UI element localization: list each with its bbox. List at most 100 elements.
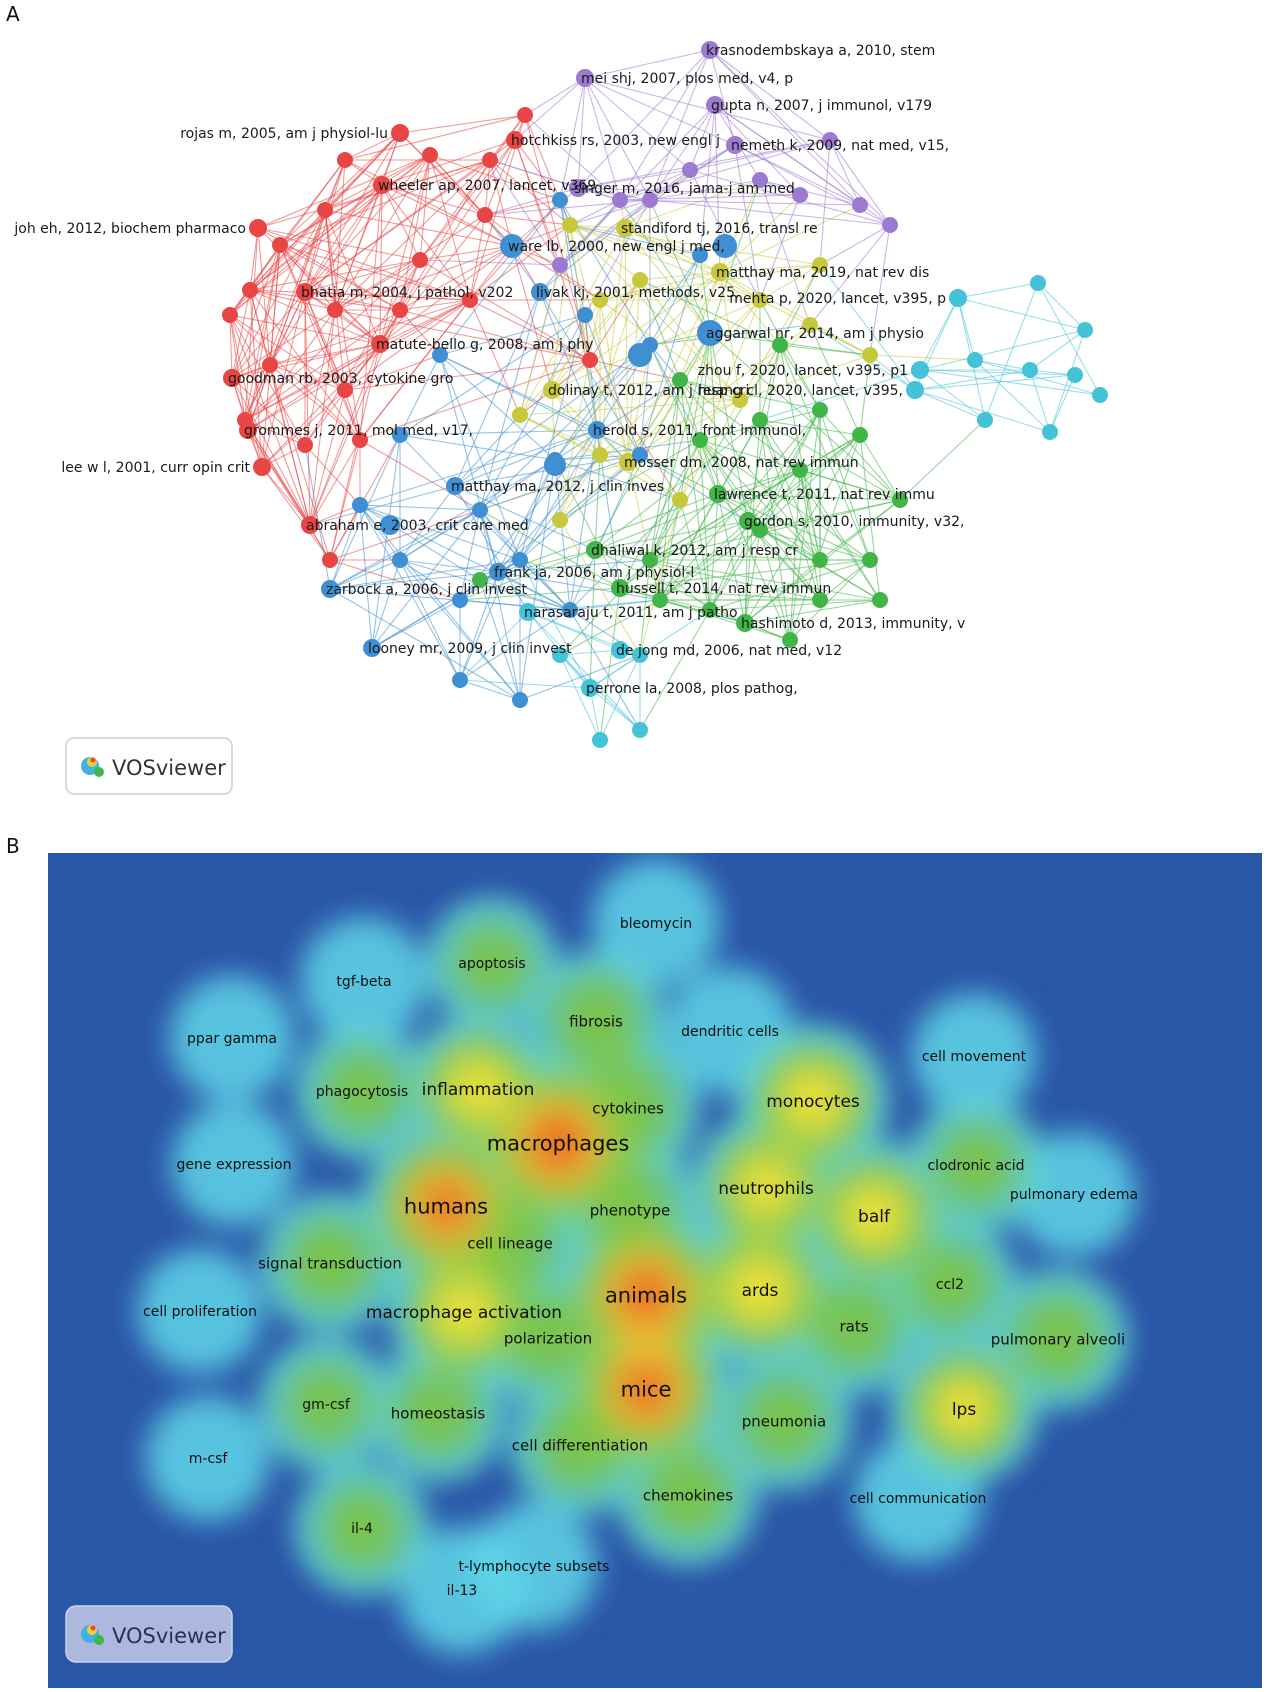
network-edge <box>984 282 1039 421</box>
density-term-label: neutrophils <box>718 1179 814 1199</box>
network-edge <box>257 227 271 366</box>
network-node <box>223 369 241 387</box>
density-halo <box>911 993 1037 1119</box>
network-edge <box>789 469 801 641</box>
network-edge <box>514 139 591 361</box>
network-node <box>862 347 878 363</box>
network-edge <box>914 374 1076 391</box>
network-edge <box>261 466 311 526</box>
network-node <box>477 207 493 223</box>
network-edge <box>599 227 626 456</box>
network-edge <box>719 204 861 273</box>
network-edge <box>1029 369 1051 433</box>
network-edge <box>359 359 591 441</box>
network-edge <box>619 49 711 201</box>
network-edge <box>594 454 601 551</box>
network-node <box>732 392 748 408</box>
network-node <box>782 632 798 648</box>
network-edge <box>699 104 716 256</box>
density-peak-blob <box>425 1185 467 1227</box>
density-term-label: signal transduction <box>258 1254 402 1272</box>
density-term-label: cell proliferation <box>143 1304 257 1320</box>
density-term-label: macrophage activation <box>366 1303 562 1323</box>
density-term-label: cell lineage <box>467 1234 553 1252</box>
network-edge <box>734 144 861 206</box>
network-edge <box>279 244 471 301</box>
network-node <box>327 302 343 318</box>
network-edge <box>759 419 821 601</box>
network-node <box>462 292 478 308</box>
network-node <box>949 289 967 307</box>
network-edge <box>639 609 711 731</box>
network-edge <box>559 559 651 656</box>
network-node-label: looney mr, 2009, j clin invest <box>368 641 572 657</box>
network-edge <box>714 104 801 196</box>
network-node-label: matthay ma, 2012, j clin inves <box>451 479 664 495</box>
density-halo <box>854 1434 982 1562</box>
network-edge <box>577 169 691 189</box>
network-edge <box>709 49 891 226</box>
network-edge <box>789 434 861 641</box>
network-edge <box>1037 282 1101 396</box>
network-edge <box>559 299 601 521</box>
network-node <box>892 492 908 508</box>
network-edge <box>679 299 761 501</box>
network-node <box>552 257 568 273</box>
network-edge <box>554 459 621 589</box>
network-node <box>642 552 658 568</box>
network-edge <box>371 559 401 649</box>
network-edge <box>819 264 916 391</box>
network-edge <box>639 279 741 401</box>
network-edge <box>584 77 691 171</box>
network-edge <box>569 224 741 401</box>
network-edge <box>699 439 791 641</box>
network-edge <box>789 559 871 641</box>
network-edge <box>779 264 821 346</box>
network-edge <box>419 245 513 261</box>
network-edge <box>649 379 681 561</box>
density-term-label: mice <box>621 1377 672 1401</box>
network-node <box>977 412 993 428</box>
density-high-blob <box>729 1151 803 1225</box>
network-edge <box>659 599 791 641</box>
network-node <box>552 512 568 528</box>
network-node-label: gordon s, 2010, immunity, v32, <box>744 514 965 530</box>
network-edge <box>569 224 701 256</box>
network-edge <box>599 399 741 456</box>
network-edge <box>759 529 821 561</box>
network-edge <box>577 139 831 189</box>
density-term-label: cell communication <box>850 1491 987 1507</box>
network-node <box>592 292 608 308</box>
network-edge <box>577 77 586 189</box>
density-mid-blob <box>1012 1293 1104 1385</box>
network-edge <box>329 439 361 561</box>
network-edge <box>249 289 336 311</box>
network-nodes <box>222 41 1108 748</box>
network-edge <box>957 282 1039 299</box>
network-edge <box>399 559 461 681</box>
network-node <box>822 132 838 148</box>
network-edge <box>594 549 821 561</box>
network-edge <box>759 434 861 531</box>
network-edge <box>974 359 1051 433</box>
network-node <box>472 502 488 518</box>
network-edge <box>484 214 601 301</box>
network-node <box>632 722 648 738</box>
network-edge <box>229 314 361 441</box>
network-node <box>446 477 464 495</box>
density-halo <box>398 1526 526 1654</box>
network-edge <box>359 504 481 511</box>
network-node-label: standiford tj, 2016, transl re <box>621 221 818 237</box>
network-node <box>517 107 533 123</box>
network-edge <box>371 599 461 649</box>
network-edge <box>554 379 681 461</box>
network-node <box>672 492 688 508</box>
network-node-label: frank ja, 2006, am j physiol-l <box>494 565 694 581</box>
network-edge <box>599 299 741 401</box>
density-mid-blob <box>284 1217 376 1309</box>
network-node <box>432 347 448 363</box>
density-term-label: il-13 <box>447 1583 478 1599</box>
network-edge <box>247 309 336 431</box>
density-term-label: bleomycin <box>620 916 692 932</box>
network-edge <box>569 199 621 226</box>
